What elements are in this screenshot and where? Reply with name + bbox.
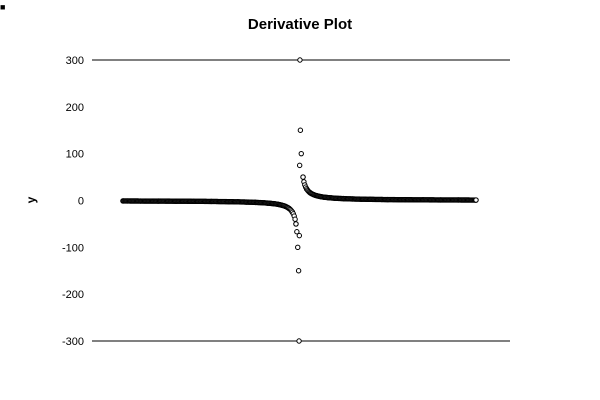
y-tick-label: 0 xyxy=(78,196,84,208)
y-tick-label: 200 xyxy=(66,102,84,114)
data-point xyxy=(294,229,300,235)
y-tick-labels: 300 200 100 0 -100 -200 -300 xyxy=(62,55,84,348)
data-point xyxy=(473,197,479,203)
scatter-points xyxy=(120,57,479,344)
data-point xyxy=(300,174,306,180)
y-tick-label: -100 xyxy=(62,242,84,254)
corner-mark: ■ xyxy=(0,2,5,12)
y-tick-label: -300 xyxy=(62,336,84,348)
data-point xyxy=(296,232,303,239)
data-point xyxy=(297,127,304,133)
data-point xyxy=(292,216,298,222)
chart-title: Derivative Plot xyxy=(248,16,352,33)
data-point xyxy=(295,268,302,274)
y-tick-label: 300 xyxy=(66,55,84,67)
data-point xyxy=(296,162,303,169)
y-tick-label: -200 xyxy=(62,289,84,301)
data-point xyxy=(293,221,299,227)
y-tick-label: 100 xyxy=(66,149,84,161)
data-point xyxy=(295,244,301,251)
data-point xyxy=(297,57,303,63)
y-axis-label: y xyxy=(24,196,38,203)
data-point xyxy=(296,338,302,344)
data-point xyxy=(298,150,304,157)
